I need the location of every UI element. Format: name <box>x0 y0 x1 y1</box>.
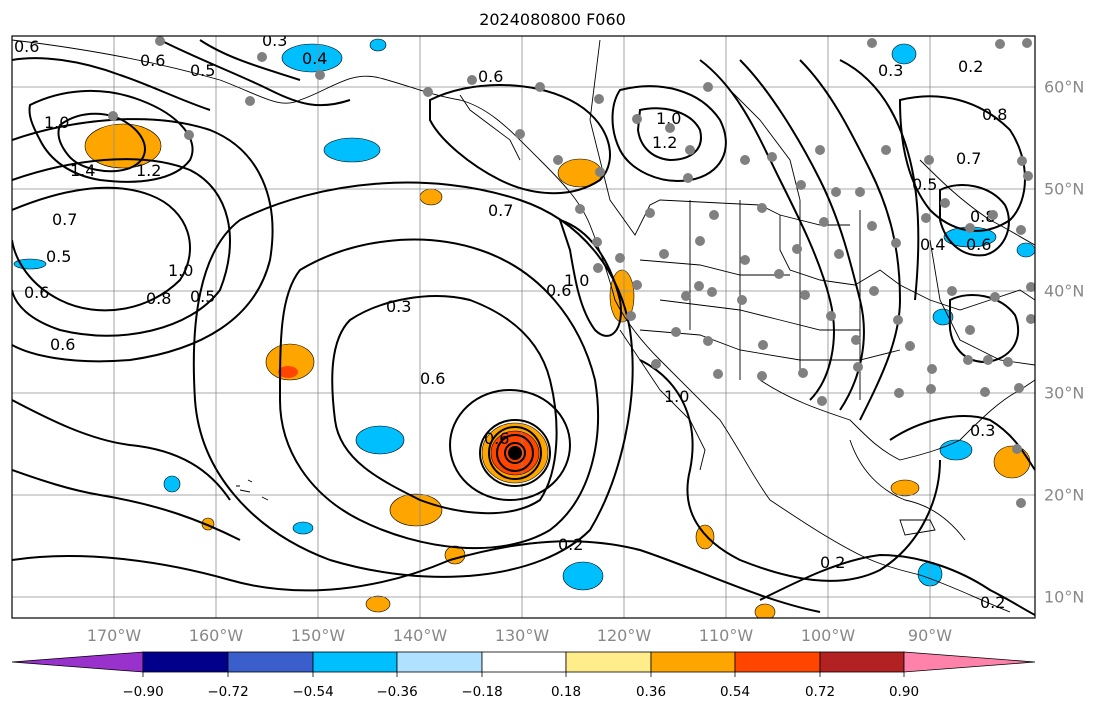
lon-label: 120°W <box>596 626 652 645</box>
contour-label: 0.8 <box>970 207 995 226</box>
contour-label: 1.4 <box>70 161 95 180</box>
contour-label: 0.6 <box>140 51 165 70</box>
lat-label: 50°N <box>1044 179 1085 199</box>
contour-label-group: 0.6 0.3 0.4 0.6 0.5 1.0 1.4 1.2 0.7 0.5 … <box>14 31 1007 612</box>
contour-label: 0.3 <box>878 61 903 80</box>
lon-label: 90°W <box>907 626 953 645</box>
lat-label: 20°N <box>1044 485 1085 505</box>
colorbar-tick-label: −0.72 <box>207 684 249 700</box>
colorbar-tick-label: 0.36 <box>635 684 667 700</box>
contour-label: 0.6 <box>14 37 39 56</box>
contour-label: 0.2 <box>820 553 845 572</box>
contour-label: 0.8 <box>146 289 171 308</box>
contour-label: 0.3 <box>970 421 995 440</box>
colorbar-tick-label: 0.54 <box>719 684 751 700</box>
contour-label: 0.4 <box>920 235 945 254</box>
contour-label: 1.0 <box>656 109 681 128</box>
colorbar-swatch <box>650 651 736 673</box>
colorbar-swatch <box>227 651 314 673</box>
colorbar-max-arrow <box>903 651 1036 673</box>
lat-label: 60°N <box>1044 77 1085 97</box>
colorbar-tick-label: 0.72 <box>804 684 836 700</box>
colorbar-swatch <box>396 651 483 673</box>
lon-label: 140°W <box>392 626 448 645</box>
lon-label: 160°W <box>188 626 244 645</box>
colorbar-swatch <box>819 651 905 673</box>
colorbar-tick-label: 0.90 <box>888 684 920 700</box>
contour-label: 0.2 <box>558 535 583 554</box>
contour-label: 0.3 <box>386 297 411 316</box>
contour-label: 0.6 <box>966 235 991 254</box>
contour-label: 0.5 <box>912 175 937 194</box>
colorbar <box>11 651 1036 677</box>
colorbar-tick-label: −0.90 <box>122 684 164 700</box>
lon-label: 150°W <box>290 626 346 645</box>
contour-label: 0.5 <box>190 287 215 306</box>
lon-label: 130°W <box>494 626 550 645</box>
lat-label: 40°N <box>1044 281 1085 301</box>
station-markers <box>108 36 1035 508</box>
map-title: 2024080800 F060 <box>479 10 626 29</box>
lat-label: 30°N <box>1044 383 1085 403</box>
contour-label: 0.6 <box>484 429 509 448</box>
contour-label: 0.6 <box>50 335 75 354</box>
contour-label: 0.6 <box>420 369 445 388</box>
colorbar-tick-label: −0.54 <box>292 684 334 700</box>
contour-label: 0.3 <box>262 31 287 50</box>
lon-label: 170°W <box>86 626 142 645</box>
contour-label: 0.7 <box>488 201 513 220</box>
contour-label: 0.4 <box>302 49 327 68</box>
contour-label: 0.8 <box>982 105 1007 124</box>
contour-label: 0.2 <box>980 593 1005 612</box>
contour-label: 0.7 <box>956 149 981 168</box>
colorbar-tick-label: −0.18 <box>461 684 503 700</box>
contour-label: 0.6 <box>546 281 571 300</box>
contour-label: 0.7 <box>52 210 77 229</box>
colorbar-swatch <box>312 651 398 673</box>
storm-center-marker <box>508 446 522 460</box>
colorbar-swatch <box>142 651 229 673</box>
colorbar-swatch <box>481 651 567 673</box>
map-frame <box>11 35 1036 619</box>
colorbar-tick-label: −0.36 <box>376 684 418 700</box>
colorbar-swatch <box>734 651 821 673</box>
contour-label: 0.5 <box>190 61 215 80</box>
contour-label: 1.0 <box>564 271 589 290</box>
contour-label: 0.2 <box>958 57 983 76</box>
contour-label: 1.0 <box>168 261 193 280</box>
lon-label: 110°W <box>698 626 754 645</box>
contour-label: 1.0 <box>664 387 689 406</box>
contour-label: 1.2 <box>652 133 677 152</box>
colorbar-tick-label: 0.18 <box>550 684 582 700</box>
contour-label: 1.0 <box>44 113 69 132</box>
contour-label: 0.5 <box>46 247 71 266</box>
contour-label: 1.2 <box>136 161 161 180</box>
lon-label: 100°W <box>800 626 856 645</box>
colorbar-swatch <box>565 651 652 673</box>
contour-label: 0.6 <box>478 67 503 86</box>
colorbar-min-arrow <box>11 651 144 673</box>
lat-label: 10°N <box>1044 587 1085 607</box>
contour-label: 0.6 <box>24 283 49 302</box>
